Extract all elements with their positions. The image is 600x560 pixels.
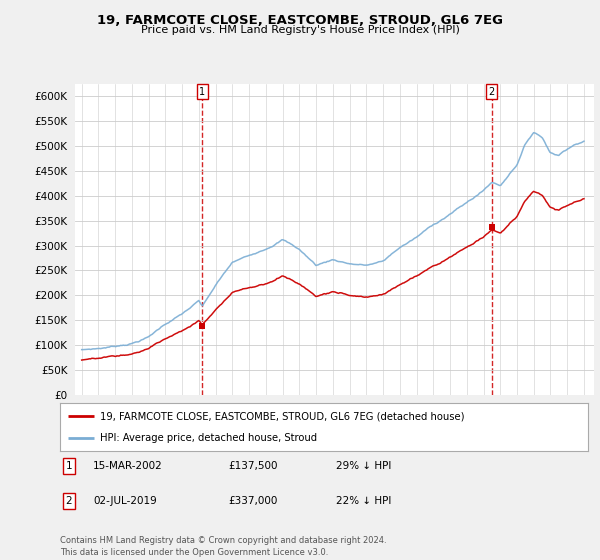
Text: £137,500: £137,500 [228, 461, 277, 471]
Text: £337,000: £337,000 [228, 496, 277, 506]
Text: 2: 2 [489, 87, 495, 97]
Text: 2: 2 [65, 496, 73, 506]
Text: 1: 1 [199, 87, 205, 97]
Text: 19, FARMCOTE CLOSE, EASTCOMBE, STROUD, GL6 7EG (detached house): 19, FARMCOTE CLOSE, EASTCOMBE, STROUD, G… [100, 411, 464, 421]
Text: Price paid vs. HM Land Registry's House Price Index (HPI): Price paid vs. HM Land Registry's House … [140, 25, 460, 35]
Text: 19, FARMCOTE CLOSE, EASTCOMBE, STROUD, GL6 7EG: 19, FARMCOTE CLOSE, EASTCOMBE, STROUD, G… [97, 14, 503, 27]
Text: 1: 1 [65, 461, 73, 471]
Text: HPI: Average price, detached house, Stroud: HPI: Average price, detached house, Stro… [100, 433, 317, 443]
Text: 29% ↓ HPI: 29% ↓ HPI [336, 461, 391, 471]
Text: 22% ↓ HPI: 22% ↓ HPI [336, 496, 391, 506]
Text: Contains HM Land Registry data © Crown copyright and database right 2024.
This d: Contains HM Land Registry data © Crown c… [60, 536, 386, 557]
Text: 15-MAR-2002: 15-MAR-2002 [93, 461, 163, 471]
Text: 02-JUL-2019: 02-JUL-2019 [93, 496, 157, 506]
